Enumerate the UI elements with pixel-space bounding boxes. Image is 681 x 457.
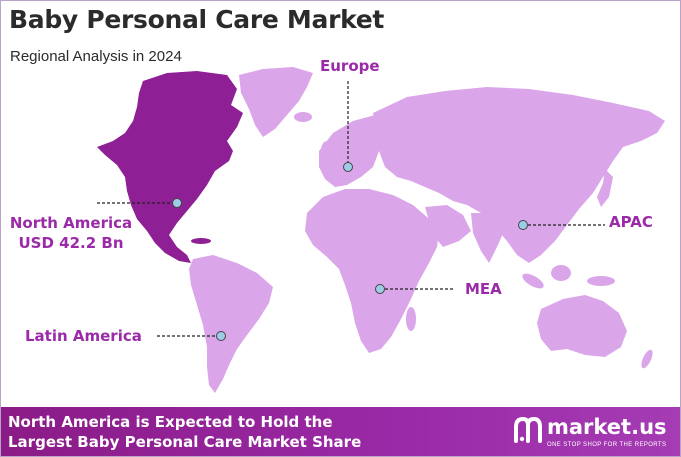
iceland-shape [294,112,312,122]
india-shape [471,213,505,263]
footer-line-2: Largest Baby Personal Care Market Share [8,433,362,451]
footer-banner: North America is Expected to Hold the La… [1,407,680,456]
new-zealand-shape [641,349,653,369]
world-map [97,67,665,393]
africa-shape [305,189,439,353]
north-america-label: North America [9,214,133,232]
brand-tagline: ONE STOP SHOP FOR THE REPORTS [547,442,667,448]
brand-name: market.us [547,415,667,439]
europe-shape [319,115,393,187]
madagascar-shape [406,307,416,331]
north-america-marker [172,198,182,208]
new-guinea-shape [587,276,615,286]
europe-marker [343,162,353,172]
caribbean-shape [191,238,211,244]
latin-america-marker [216,331,226,341]
mea-label: MEA [465,280,502,298]
australia-shape [537,295,627,357]
borneo-shape [551,265,571,281]
arabia-shape [425,205,471,247]
north-america-value: USD 42.2 Bn [18,234,124,252]
page-title: Baby Personal Care Market [9,5,385,34]
uk-shape [321,141,333,161]
market-us-logo-icon [514,417,542,443]
south-america-shape [189,255,273,393]
latin-america-label: Latin America [25,327,142,345]
japan-shape [597,169,613,207]
footer-headline: North America is Expected to Hold the La… [8,412,361,452]
apac-marker [518,220,528,230]
europe-label: Europe [320,57,380,75]
asia-shape [373,87,665,263]
footer-line-1: North America is Expected to Hold the [8,413,333,431]
sumatra-shape [522,273,544,289]
page-subtitle: Regional Analysis in 2024 [10,48,182,65]
north-america-shape [97,71,243,263]
apac-label: APAC [609,213,653,231]
mea-marker [375,284,385,294]
greenland-shape [239,67,313,137]
